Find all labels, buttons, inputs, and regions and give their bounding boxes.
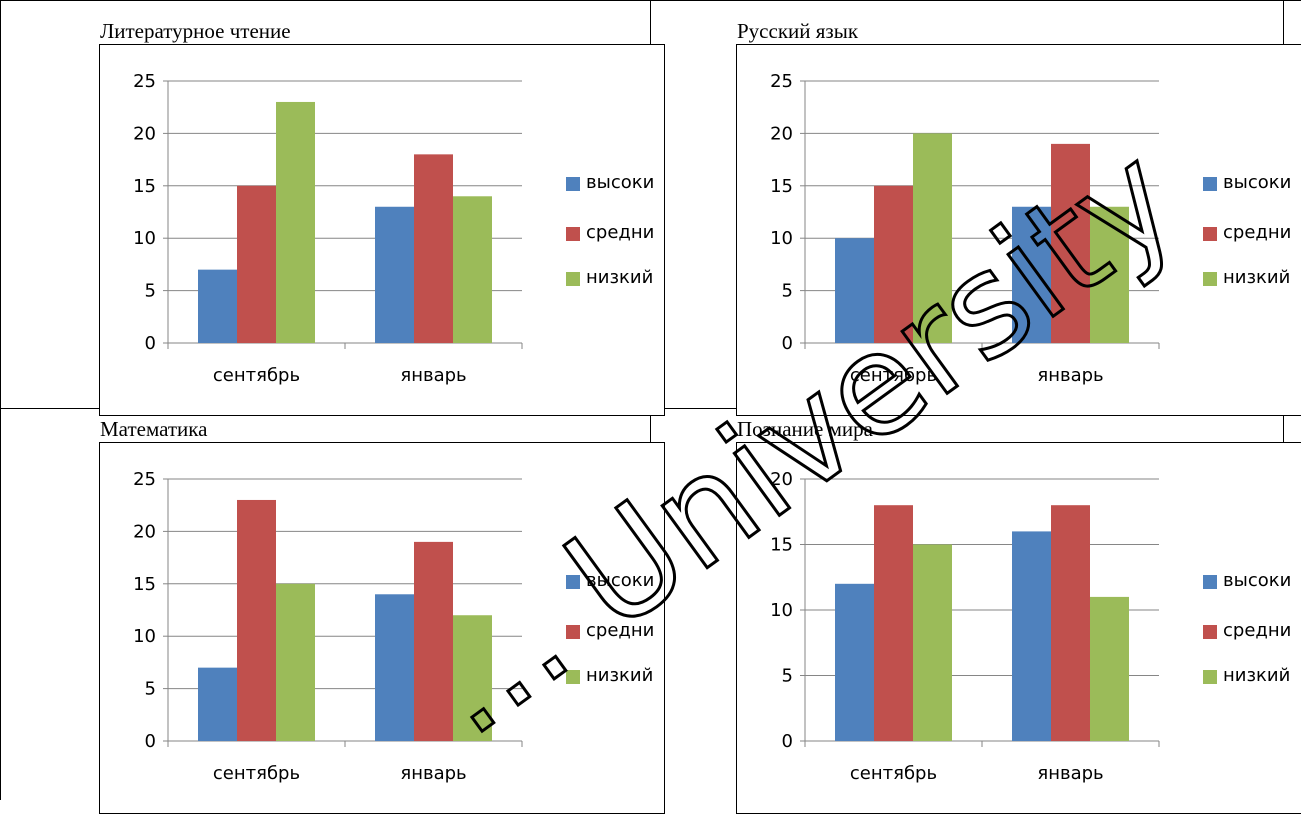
y-tick-label: 5 — [782, 666, 793, 687]
chart-literature: 0 5 10 15 20 25 сентябрь январь высоки средни н… — [99, 44, 665, 416]
legend-swatch — [1203, 177, 1217, 191]
y-tick-label: 25 — [770, 71, 793, 92]
x-tick-label: сентябрь — [213, 763, 300, 784]
y-tick-label: 10 — [133, 228, 156, 249]
bar — [874, 505, 913, 741]
legend-swatch — [566, 625, 580, 639]
bar — [913, 133, 952, 343]
bar — [874, 185, 913, 343]
legend-label: высоки — [586, 172, 655, 193]
chart-plot: 0 5 10 15 20 25 сентябрь январь — [133, 71, 523, 386]
chart-title: Математика — [100, 417, 208, 441]
bar — [1012, 531, 1051, 741]
bar — [1012, 206, 1051, 343]
x-tick-label: январь — [400, 365, 466, 386]
y-tick-label: 25 — [133, 469, 156, 490]
bar — [453, 615, 492, 741]
legend-swatch — [566, 177, 580, 191]
x-tick-label: январь — [1037, 365, 1103, 386]
chart-plot: 0 5 10 15 20 25 сентябрь январь — [133, 469, 523, 784]
bar — [453, 196, 492, 343]
y-tick-label: 15 — [770, 535, 793, 556]
x-tick-label: январь — [1037, 763, 1103, 784]
bar — [198, 667, 237, 741]
chart-math: 0 5 10 15 20 25 сентябрь январь высоки средни н… — [99, 442, 665, 814]
y-tick-label: 0 — [145, 731, 156, 752]
legend-swatch — [1203, 625, 1217, 639]
legend-swatch — [1203, 227, 1217, 241]
y-tick-label: 20 — [133, 521, 156, 542]
bar — [1051, 505, 1090, 741]
legend-label: высоки — [586, 570, 655, 591]
y-tick-label: 20 — [770, 469, 793, 490]
legend-swatch — [1203, 575, 1217, 589]
legend-swatch — [566, 670, 580, 684]
bar — [1051, 143, 1090, 343]
legend-swatch — [1203, 670, 1217, 684]
x-tick-label: сентябрь — [213, 365, 300, 386]
legend-swatch — [566, 272, 580, 286]
legend-swatch — [566, 575, 580, 589]
legend-label: низкий — [1223, 267, 1291, 288]
legend-label: высоки — [1223, 570, 1292, 591]
y-tick-label: 5 — [782, 281, 793, 302]
x-tick-label: январь — [400, 763, 466, 784]
y-tick-label: 20 — [770, 123, 793, 144]
chart-plot: 0 5 10 15 20 сентябрь январь — [770, 469, 1160, 784]
chart-russian: 0 5 10 15 20 25 сентябрь январь высоки средни н… — [736, 44, 1301, 416]
bar — [276, 101, 315, 344]
x-tick-label: сентябрь — [850, 365, 937, 386]
bar — [237, 185, 276, 343]
y-tick-label: 15 — [133, 176, 156, 197]
y-tick-label: 15 — [133, 574, 156, 595]
y-tick-label: 5 — [145, 281, 156, 302]
y-tick-label: 5 — [145, 679, 156, 700]
chart-plot: 0 5 10 15 20 25 сентябрь январь — [770, 71, 1160, 386]
legend-label: средни — [1223, 222, 1292, 243]
y-tick-label: 0 — [782, 333, 793, 354]
y-tick-label: 25 — [133, 71, 156, 92]
bar — [1090, 206, 1129, 343]
y-tick-label: 10 — [770, 600, 793, 621]
bar — [237, 499, 276, 741]
bar — [375, 594, 414, 741]
bar — [276, 583, 315, 741]
chart-title: Русский язык — [737, 19, 859, 43]
x-tick-label: сентябрь — [850, 763, 937, 784]
chart-world: 0 5 10 15 20 сентябрь январь высоки средни низ… — [736, 442, 1301, 814]
y-tick-label: 10 — [133, 626, 156, 647]
chart-title: Познание мира — [737, 417, 873, 441]
bar — [198, 269, 237, 343]
bar — [414, 154, 453, 343]
table-border-left — [0, 0, 1, 800]
y-tick-label: 10 — [770, 228, 793, 249]
bar — [375, 206, 414, 343]
y-tick-label: 15 — [770, 176, 793, 197]
legend-label: низкий — [1223, 665, 1291, 686]
bar — [414, 541, 453, 741]
bar — [835, 238, 874, 343]
y-tick-label: 0 — [782, 731, 793, 752]
y-tick-label: 0 — [145, 333, 156, 354]
bar — [913, 544, 952, 741]
legend-label: средни — [1223, 620, 1292, 641]
legend-label: средни — [586, 620, 655, 641]
legend-label: средни — [586, 222, 655, 243]
legend-swatch — [566, 227, 580, 241]
y-tick-label: 20 — [133, 123, 156, 144]
legend-label: низкий — [586, 665, 654, 686]
bar — [1090, 596, 1129, 741]
chart-title: Литературное чтение — [100, 19, 291, 43]
bar — [835, 583, 874, 741]
legend-swatch — [1203, 272, 1217, 286]
legend-label: высоки — [1223, 172, 1292, 193]
legend-label: низкий — [586, 267, 654, 288]
